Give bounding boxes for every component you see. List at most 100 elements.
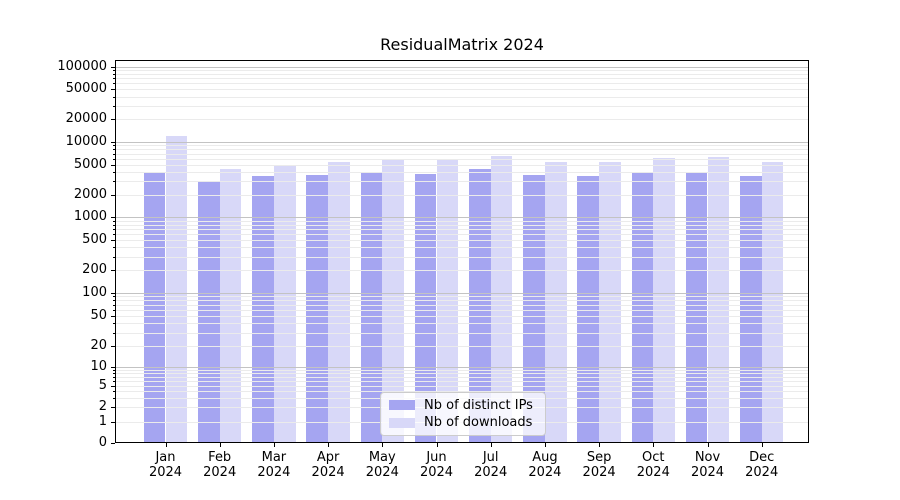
gridline (116, 386, 808, 387)
x-tick (273, 443, 275, 447)
x-tick (436, 443, 438, 447)
bar-distinct-ips-oct (631, 172, 654, 443)
bar-distinct-ips-dec (740, 176, 762, 443)
y-minor-tick (112, 373, 115, 375)
gridline (116, 106, 808, 108)
legend-label-downloads: Nb of downloads (424, 415, 533, 431)
y-tick-label: 500 (82, 231, 107, 247)
y-tick (111, 422, 115, 423)
gridline (116, 224, 808, 226)
bar-distinct-ips-jun (414, 173, 437, 443)
gridline (116, 149, 808, 151)
gridline (116, 78, 808, 80)
y-tick (111, 407, 115, 408)
y-tick-label: 1000 (73, 209, 107, 225)
gridline (116, 239, 808, 241)
y-tick (111, 269, 115, 271)
y-minor-tick (112, 228, 115, 230)
bar-downloads-jun (436, 160, 459, 443)
y-tick-label: 1 (98, 414, 107, 429)
x-tick-label: Sep 2024 (582, 450, 616, 480)
gridline (116, 181, 808, 183)
bar-distinct-ips-apr (306, 174, 329, 443)
x-tick-label: Jun 2024 (419, 450, 454, 480)
y-minor-tick (112, 70, 115, 72)
x-tick (544, 443, 546, 447)
y-minor-tick (112, 220, 115, 222)
x-tick (761, 443, 763, 447)
gridline (116, 217, 808, 219)
bar-distinct-ips-mar (252, 175, 274, 443)
y-tick-label: 100000 (57, 58, 107, 74)
y-tick (111, 292, 115, 294)
bar-downloads-aug (544, 161, 567, 443)
y-minor-tick (112, 171, 115, 173)
y-minor-tick (112, 106, 115, 108)
x-tick (219, 443, 221, 447)
bar-downloads-jan (165, 136, 188, 443)
bar-downloads-feb (219, 169, 242, 443)
y-tick-label: 200 (82, 261, 107, 277)
gridline (116, 96, 808, 98)
gridline (116, 66, 808, 68)
gridline (116, 89, 808, 91)
y-minor-tick (112, 309, 115, 311)
bar-distinct-ips-aug (523, 175, 545, 443)
y-minor-tick (112, 391, 115, 393)
y-minor-tick (112, 397, 115, 399)
gridline (116, 234, 808, 235)
gridline (116, 296, 808, 298)
x-tick (707, 443, 709, 447)
gridline (116, 309, 808, 311)
bar-distinct-ips-jul (469, 169, 491, 443)
y-minor-tick (112, 96, 115, 98)
y-tick-label: 10 (90, 359, 107, 374)
y-tick (111, 89, 115, 91)
y-minor-tick (112, 145, 115, 147)
x-tick (328, 443, 330, 447)
x-tick-label: Mar 2024 (257, 450, 291, 480)
gridline (116, 332, 808, 334)
y-minor-tick (112, 149, 115, 151)
legend-item-distinct-ips: Nb of distinct IPs (389, 398, 537, 413)
legend-label-distinct-ips: Nb of distinct IPs (424, 397, 533, 413)
bar-downloads-sep (599, 162, 621, 443)
gridline (116, 376, 808, 378)
bar-downloads-jul (490, 155, 513, 443)
bar-downloads-dec (761, 162, 784, 443)
y-minor-tick (112, 296, 115, 298)
legend-swatch-downloads (389, 417, 415, 428)
y-minor-tick (112, 381, 115, 382)
x-tick-label: Jul 2024 (474, 450, 508, 480)
y-minor-tick (112, 300, 115, 302)
y-tick-label: 100 (82, 284, 107, 300)
y-tick (111, 346, 115, 347)
x-tick (490, 443, 492, 447)
y-minor-tick (112, 158, 115, 160)
y-tick-label: 20000 (65, 111, 107, 127)
x-tick-label: Apr 2024 (311, 450, 345, 480)
y-tick (111, 386, 115, 387)
y-minor-tick (112, 376, 115, 378)
gridline (116, 346, 808, 347)
gridline (116, 304, 808, 306)
y-minor-tick (112, 304, 115, 306)
y-tick (111, 443, 115, 444)
legend-item-downloads: Nb of downloads (389, 415, 537, 430)
gridline (116, 164, 808, 166)
y-tick (111, 316, 115, 317)
y-minor-tick (112, 332, 115, 334)
x-tick-label: Jan 2024 (148, 450, 183, 480)
y-tick (111, 239, 115, 241)
y-minor-tick (112, 83, 115, 85)
bar-distinct-ips-nov (685, 171, 708, 443)
y-tick (111, 367, 115, 368)
y-tick-label: 10000 (65, 134, 107, 149)
gridline (116, 73, 808, 75)
y-minor-tick (112, 247, 115, 249)
y-tick-label: 50000 (65, 81, 107, 97)
gridline (116, 323, 808, 325)
y-tick-label: 2000 (73, 186, 107, 202)
legend: Nb of distinct IPs Nb of downloads (380, 392, 546, 436)
